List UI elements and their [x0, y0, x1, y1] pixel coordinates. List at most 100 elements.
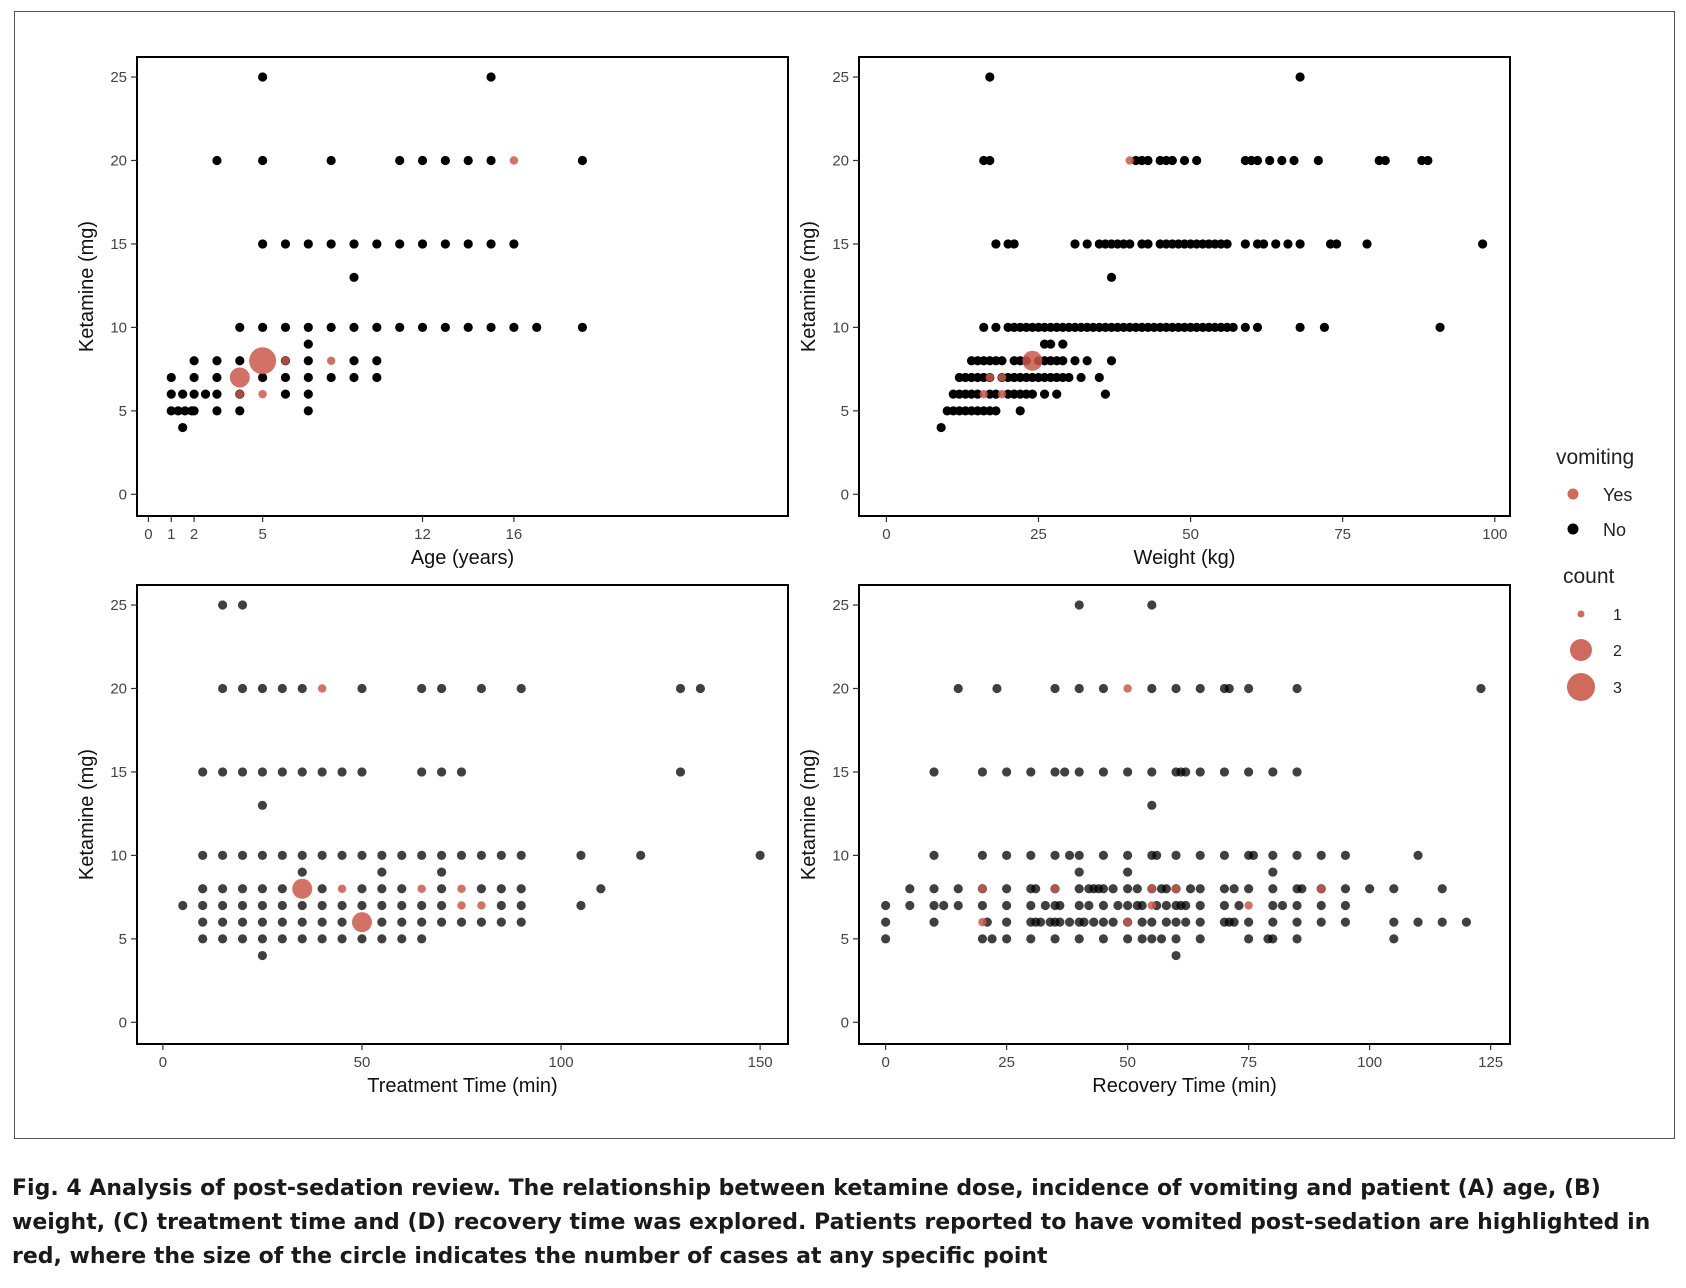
- point-no: [992, 683, 1002, 694]
- legend: vomiting Yes No count 1 2 3: [1556, 446, 1634, 701]
- point-no: [436, 767, 447, 777]
- point-no: [1195, 917, 1205, 927]
- point-no: [257, 800, 268, 810]
- point-no: [1058, 356, 1068, 366]
- point-no: [1094, 372, 1104, 383]
- point-no: [257, 767, 268, 777]
- point-no: [1195, 683, 1205, 694]
- y-tick-label: 15: [832, 236, 849, 253]
- point-no: [440, 239, 450, 249]
- point-no: [1292, 850, 1302, 860]
- point-no: [596, 884, 606, 894]
- point-no: [218, 917, 228, 927]
- x-tick-label: 100: [1357, 1054, 1382, 1071]
- point-no: [436, 867, 447, 877]
- point-no: [1064, 372, 1074, 383]
- point-no: [436, 900, 447, 911]
- point-no: [1316, 850, 1326, 860]
- point-no: [1106, 272, 1117, 282]
- point-yes: [317, 684, 327, 693]
- point-no: [297, 900, 307, 911]
- point-no: [675, 767, 686, 777]
- point-no: [476, 917, 487, 927]
- point-no: [1147, 934, 1157, 944]
- x-axis-title: Recovery Time (min): [1092, 1075, 1276, 1097]
- y-tick-label: 20: [110, 680, 127, 697]
- point-no: [212, 356, 222, 366]
- point-yes: [1147, 884, 1157, 893]
- plot-frame: [136, 56, 789, 517]
- point-yes: [229, 367, 250, 388]
- point-yes: [997, 373, 1007, 382]
- point-no: [212, 406, 222, 416]
- point-no: [755, 850, 765, 860]
- y-tick-label: 5: [119, 403, 127, 420]
- point-no: [417, 850, 427, 860]
- point-no: [997, 356, 1007, 366]
- point-no: [1248, 850, 1259, 860]
- point-no: [189, 356, 199, 366]
- point-no: [1195, 900, 1205, 911]
- point-no: [979, 322, 989, 332]
- point-no: [1147, 800, 1157, 810]
- point-no: [218, 767, 228, 777]
- point-no: [297, 767, 307, 777]
- point-no: [1252, 155, 1263, 166]
- point-no: [317, 934, 327, 944]
- x-tick-label: 5: [258, 526, 266, 543]
- point-no: [1171, 850, 1181, 860]
- point-no: [436, 850, 447, 860]
- point-no: [1050, 850, 1060, 860]
- y-tick-label: 15: [832, 764, 849, 781]
- point-no: [1050, 767, 1060, 777]
- point-no: [326, 239, 336, 249]
- y-tick-label: 0: [841, 1014, 849, 1031]
- plot-frame: [136, 584, 789, 1045]
- y-tick-label: 0: [119, 1014, 127, 1031]
- point-no: [929, 917, 939, 927]
- point-no: [1084, 900, 1094, 911]
- point-no: [929, 850, 939, 860]
- legend-count-1-swatch: [1577, 610, 1585, 618]
- point-no: [1002, 934, 1012, 944]
- point-no: [326, 322, 336, 332]
- point-no: [1244, 917, 1254, 927]
- x-axis-title: Treatment Time (min): [367, 1075, 557, 1097]
- point-no: [1289, 155, 1299, 166]
- point-no: [258, 155, 268, 166]
- point-no: [1064, 917, 1075, 927]
- point-no: [180, 406, 190, 416]
- point-no: [417, 155, 428, 166]
- x-axis-title: Age (years): [411, 547, 514, 569]
- point-no: [1244, 767, 1254, 777]
- point-no: [1195, 850, 1205, 860]
- point-no: [1026, 850, 1036, 860]
- point-no: [357, 683, 367, 694]
- point-no: [1240, 239, 1250, 249]
- point-no: [1123, 900, 1133, 911]
- point-no: [1413, 850, 1423, 860]
- point-no: [326, 155, 336, 166]
- point-no: [1035, 917, 1046, 927]
- point-no: [1009, 239, 1019, 249]
- point-yes: [978, 884, 987, 893]
- point-no: [257, 934, 268, 944]
- point-no: [257, 683, 268, 694]
- point-yes: [1125, 156, 1134, 165]
- point-yes: [1147, 901, 1157, 910]
- point-no: [881, 900, 891, 911]
- point-no: [337, 934, 347, 944]
- point-no: [1476, 683, 1486, 694]
- x-tick-label: 100: [549, 1054, 574, 1071]
- point-no: [1283, 239, 1293, 249]
- point-no: [377, 900, 387, 911]
- point-no: [577, 322, 588, 332]
- point-no: [1171, 950, 1181, 961]
- point-no: [1132, 884, 1142, 894]
- point-no: [1137, 917, 1147, 927]
- point-no: [417, 322, 428, 332]
- y-tick-label: 5: [841, 931, 849, 948]
- point-no: [166, 389, 176, 399]
- point-no: [1123, 767, 1133, 777]
